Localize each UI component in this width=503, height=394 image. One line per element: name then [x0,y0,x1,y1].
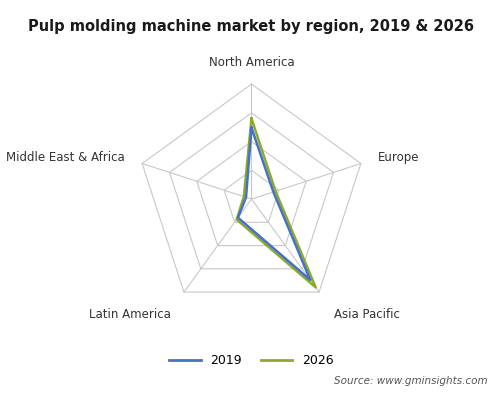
Text: Asia Pacific: Asia Pacific [334,308,400,321]
Text: Latin America: Latin America [89,308,171,321]
Text: Source: www.gminsights.com: Source: www.gminsights.com [334,376,488,386]
Legend: 2019, 2026: 2019, 2026 [164,349,339,372]
Text: Middle East & Africa: Middle East & Africa [6,151,125,164]
Title: Pulp molding machine market by region, 2019 & 2026: Pulp molding machine market by region, 2… [29,19,474,33]
Text: North America: North America [209,56,294,69]
Text: Europe: Europe [378,151,420,164]
